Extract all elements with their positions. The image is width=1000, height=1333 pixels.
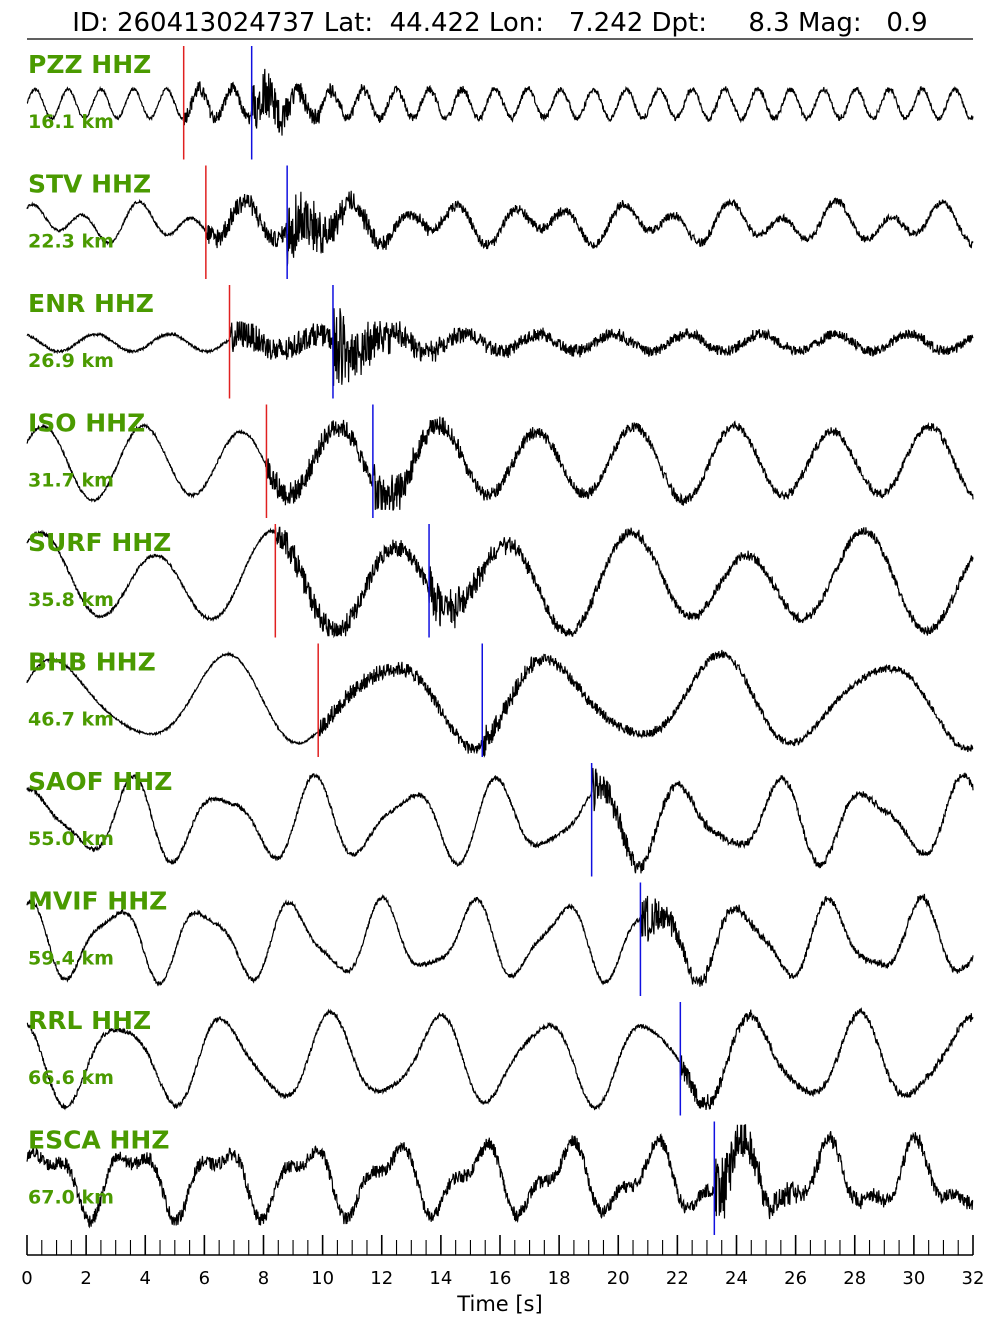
x-tick-label: 24 — [725, 1268, 748, 1289]
waveform-line — [26, 308, 974, 386]
x-axis-label: Time [s] — [456, 1292, 542, 1316]
distance-label: 31.7 km — [28, 469, 114, 491]
trace-enr: ENR HHZ 26.9 km — [26, 285, 974, 399]
x-tick-label: 20 — [607, 1268, 630, 1289]
distance-label: 55.0 km — [28, 828, 114, 850]
distance-label: 26.9 km — [28, 350, 114, 372]
trace-bhb: BHB HHZ 46.7 km — [26, 643, 974, 758]
station-label: SURF HHZ — [28, 528, 171, 557]
x-tick-label: 28 — [843, 1268, 866, 1289]
waveform-line — [26, 526, 974, 639]
trace-rrl: RRL HHZ 66.6 km — [26, 1002, 974, 1116]
trace-esca: ESCA HHZ 67.0 km — [26, 1121, 974, 1235]
waveform-line — [26, 1007, 974, 1111]
figure-title: ID: 260413024737 Lat: 44.422 Lon: 7.242 … — [72, 8, 927, 38]
x-tick-label: 30 — [902, 1268, 925, 1289]
distance-label: 22.3 km — [28, 230, 114, 252]
x-tick-label: 26 — [784, 1268, 807, 1289]
waveform-line — [26, 190, 974, 267]
waveform-line — [26, 1124, 974, 1229]
station-label: BHB HHZ — [28, 647, 156, 676]
trace-iso: ISO HHZ 31.7 km — [26, 404, 974, 518]
waveform-line — [26, 893, 974, 987]
station-label: ENR HHZ — [28, 289, 154, 318]
x-tick-label: 4 — [140, 1268, 151, 1289]
x-tick-label: 10 — [311, 1268, 334, 1289]
trace-mvif: MVIF HHZ 59.4 km — [26, 882, 974, 996]
x-tick-label: 0 — [21, 1268, 32, 1289]
x-tick-label: 6 — [199, 1268, 210, 1289]
trace-stv: STV HHZ 22.3 km — [26, 165, 974, 279]
station-label: SAOF HHZ — [28, 767, 172, 796]
x-tick-label: 18 — [548, 1268, 571, 1289]
station-label: MVIF HHZ — [28, 886, 167, 915]
x-tick-label: 8 — [258, 1268, 269, 1289]
waveform-line — [26, 68, 974, 136]
waveform-line — [26, 416, 974, 511]
distance-label: 35.8 km — [28, 589, 114, 611]
x-tick-label: 2 — [80, 1268, 91, 1289]
station-label: STV HHZ — [28, 169, 151, 198]
station-label: ISO HHZ — [28, 408, 145, 437]
waveform-line — [26, 649, 974, 758]
station-label: PZZ HHZ — [28, 50, 151, 79]
distance-label: 59.4 km — [28, 947, 114, 969]
x-axis: 0 2 4 6 8 10 12 14 16 18 20 22 24 26 28 30 32 Time [s] — [21, 1235, 984, 1316]
distance-label: 46.7 km — [28, 708, 114, 730]
trace-surf: SURF HHZ 35.8 km — [26, 524, 974, 639]
x-tick-label: 14 — [429, 1268, 452, 1289]
waveform-line — [26, 767, 974, 874]
station-label: RRL HHZ — [28, 1006, 151, 1035]
x-tick-label: 32 — [962, 1268, 985, 1289]
trace-panel: PZZ HHZ 16.1 km STV HHZ 22.3 km ENR HHZ 26.9 … — [26, 46, 974, 1235]
x-tick-label: 12 — [370, 1268, 393, 1289]
x-tick-label: 22 — [666, 1268, 689, 1289]
x-axis-ticks: 0 2 4 6 8 10 12 14 16 18 20 22 24 26 28 30 32 — [21, 1235, 984, 1289]
station-label: ESCA HHZ — [28, 1125, 169, 1154]
distance-label: 16.1 km — [28, 111, 114, 133]
trace-saof: SAOF HHZ 55.0 km — [26, 763, 974, 877]
trace-pzz: PZZ HHZ 16.1 km — [26, 46, 974, 160]
distance-label: 66.6 km — [28, 1067, 114, 1089]
distance-label: 67.0 km — [28, 1186, 114, 1208]
x-tick-label: 16 — [489, 1268, 512, 1289]
